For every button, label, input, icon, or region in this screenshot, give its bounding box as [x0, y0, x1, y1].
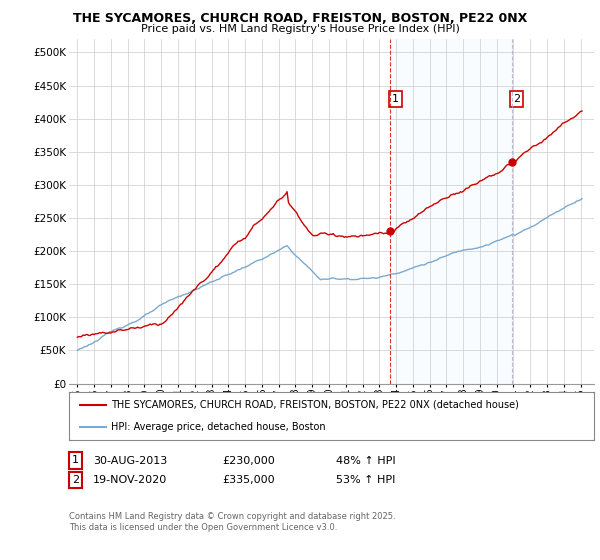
Text: 48% ↑ HPI: 48% ↑ HPI [336, 456, 395, 466]
Text: 1: 1 [392, 94, 399, 104]
Text: 2: 2 [72, 475, 79, 485]
Text: 30-AUG-2013: 30-AUG-2013 [93, 456, 167, 466]
Text: 19-NOV-2020: 19-NOV-2020 [93, 475, 167, 486]
Text: Contains HM Land Registry data © Crown copyright and database right 2025.
This d: Contains HM Land Registry data © Crown c… [69, 512, 395, 532]
Text: 2: 2 [513, 94, 520, 104]
Text: 1: 1 [72, 455, 79, 465]
Text: THE SYCAMORES, CHURCH ROAD, FREISTON, BOSTON, PE22 0NX (detached house): THE SYCAMORES, CHURCH ROAD, FREISTON, BO… [111, 400, 519, 410]
Bar [391, 39, 512, 384]
Text: Price paid vs. HM Land Registry's House Price Index (HPI): Price paid vs. HM Land Registry's House … [140, 24, 460, 34]
Text: THE SYCAMORES, CHURCH ROAD, FREISTON, BOSTON, PE22 0NX: THE SYCAMORES, CHURCH ROAD, FREISTON, BO… [73, 12, 527, 25]
Text: HPI: Average price, detached house, Boston: HPI: Average price, detached house, Bost… [111, 422, 326, 432]
Text: £335,000: £335,000 [222, 475, 275, 486]
Text: £230,000: £230,000 [222, 456, 275, 466]
Text: 53% ↑ HPI: 53% ↑ HPI [336, 475, 395, 486]
